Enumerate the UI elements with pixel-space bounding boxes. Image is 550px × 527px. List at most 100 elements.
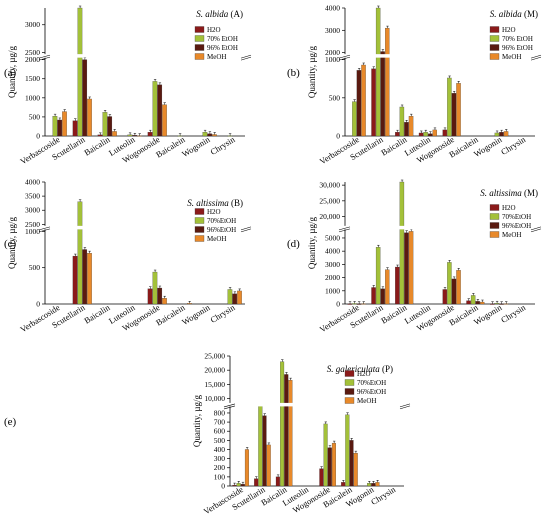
axis-break-mark-right xyxy=(240,228,252,233)
legend-label: 70%EtOH xyxy=(357,379,386,387)
legend-swatch xyxy=(194,44,205,51)
bar-96etoh xyxy=(82,249,88,305)
bar-70etoh xyxy=(375,247,381,305)
legend-label: 96% EtOH xyxy=(207,44,238,52)
x-tick-label: Chrysin xyxy=(369,484,398,507)
bar-96etoh xyxy=(132,135,138,137)
chart-title-suffix: (A) xyxy=(228,9,243,19)
chart-title-species: S. albida xyxy=(196,9,229,19)
bar-h2o xyxy=(147,288,153,305)
bar-70etoh xyxy=(323,423,328,487)
bar-96etoh xyxy=(404,232,409,305)
axis-break-mark xyxy=(338,228,351,233)
bar-70etoh xyxy=(77,7,83,137)
legend-swatch xyxy=(344,379,355,386)
bar-meoh xyxy=(456,270,461,305)
y-tick-label: 1000 xyxy=(325,286,340,295)
bar-meoh xyxy=(408,231,414,305)
y-tick-label: 20,000 xyxy=(204,366,225,375)
bar-96etoh xyxy=(157,84,163,137)
bar-meoh xyxy=(503,131,509,137)
bar-70etoh xyxy=(447,77,452,137)
y-tick-label: 15,000 xyxy=(204,380,225,389)
bar-70etoh xyxy=(399,181,405,305)
bar-meoh xyxy=(456,83,461,137)
y-tick-label: 2500 xyxy=(25,220,40,229)
bar-70etoh xyxy=(345,414,350,487)
bar-meoh xyxy=(375,482,380,487)
legend-swatch xyxy=(194,217,205,224)
bar-meoh xyxy=(480,301,485,305)
legend-swatch xyxy=(194,226,205,233)
legend-swatch xyxy=(194,26,205,33)
bar-meoh xyxy=(266,444,271,487)
legend-label: H2O xyxy=(502,204,516,212)
bar-meoh xyxy=(137,135,142,137)
axis-break-mark-right xyxy=(530,54,542,59)
bar-96etoh xyxy=(57,119,63,137)
bar-96etoh xyxy=(499,132,504,137)
axis-break-mark xyxy=(223,405,236,410)
y-tick-label: 700 xyxy=(214,418,226,427)
y-tick-label: 0 xyxy=(36,132,40,141)
bar-96etoh xyxy=(284,374,289,487)
panel-letter: (c) xyxy=(4,238,17,250)
y-tick-label: 0 xyxy=(336,300,340,309)
bar-h2o xyxy=(72,120,78,137)
legend-label: 70% EtOH xyxy=(502,35,533,43)
y-tick-label: 3000 xyxy=(325,260,340,269)
bar-96etoh xyxy=(157,287,163,305)
y-tick-label: 3000 xyxy=(325,26,340,35)
panel-letter: (d) xyxy=(287,238,300,250)
bar-meoh xyxy=(385,27,390,137)
legend-swatch xyxy=(344,397,355,404)
bar-96etoh xyxy=(451,278,457,305)
axis-break-mark-right xyxy=(530,228,542,233)
chart-title-species: S. altissima xyxy=(480,188,522,198)
bar-96etoh xyxy=(262,415,267,487)
legend-label: MeOH xyxy=(502,231,521,239)
legend-swatch xyxy=(489,222,500,229)
chart-title: S. albida (A) xyxy=(196,9,243,19)
axis-break-mark xyxy=(223,403,236,408)
bar-70etoh xyxy=(102,112,108,137)
bar-70etoh xyxy=(227,289,233,305)
bar-h2o xyxy=(418,132,424,137)
y-tick-label: 5000 xyxy=(325,233,340,242)
axis-break-band xyxy=(339,54,535,58)
bar-meoh xyxy=(87,98,92,137)
axis-break-mark-right xyxy=(240,54,252,59)
legend-swatch xyxy=(489,204,500,211)
y-tick-label: 800 xyxy=(214,408,226,417)
bar-h2o xyxy=(341,482,346,487)
bar-96etoh xyxy=(107,116,113,137)
axis-break-band xyxy=(39,225,245,230)
legend-label: MeOH xyxy=(357,397,376,405)
bar-h2o xyxy=(442,129,448,137)
bar-96etoh xyxy=(349,440,354,487)
bar-meoh xyxy=(87,253,92,305)
y-tick-label: 500 xyxy=(214,436,226,445)
y-tick-label: 600 xyxy=(214,427,226,436)
bar-70etoh xyxy=(152,271,158,305)
bar-70etoh xyxy=(77,201,83,305)
y-tick-label: 300 xyxy=(214,454,226,463)
x-tick-label: Chrysin xyxy=(499,134,528,157)
y-axis-label: Quantity, µg/g xyxy=(307,45,317,98)
axis-break-mark xyxy=(338,226,351,231)
bar-h2o xyxy=(147,132,153,137)
chart-title-suffix: (M) xyxy=(522,188,538,198)
legend-swatch xyxy=(344,388,355,395)
axis-break-mark xyxy=(338,54,351,59)
panel-letter: (b) xyxy=(287,67,300,79)
y-tick-label: 1000 xyxy=(325,55,340,64)
y-tick-label: 20,000 xyxy=(319,212,340,221)
y-axis-label: Quantity, µg/g xyxy=(7,216,17,269)
legend-swatch xyxy=(489,53,500,60)
bar-70etoh xyxy=(375,7,381,137)
legend-swatch xyxy=(194,53,205,60)
bar-meoh xyxy=(503,303,509,305)
bar-96etoh xyxy=(428,133,433,137)
bar-meoh xyxy=(244,449,249,487)
y-tick-label: 4000 xyxy=(325,247,340,256)
